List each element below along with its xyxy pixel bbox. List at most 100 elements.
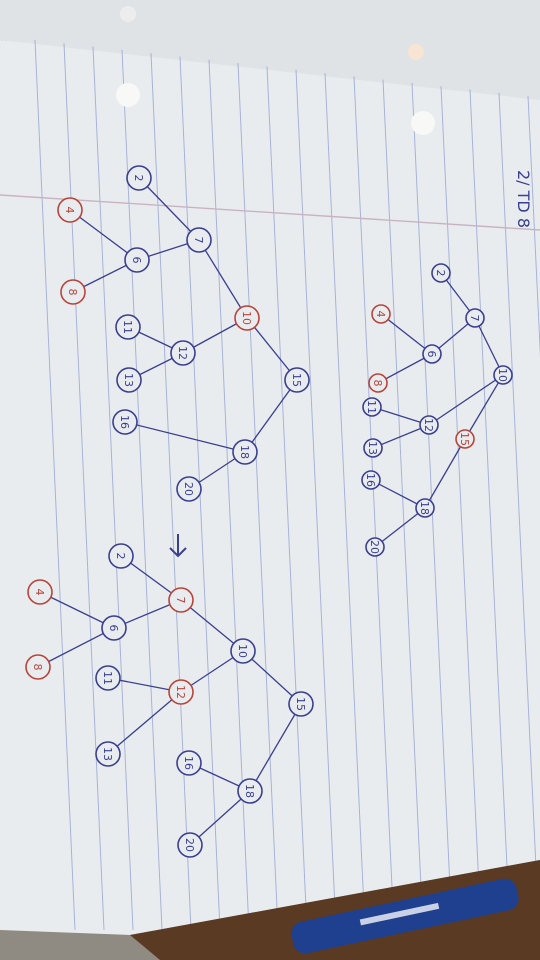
tree-node [115,314,141,340]
tree-node [27,579,53,605]
tree-node [288,691,314,717]
ruled-line [34,39,76,931]
tree-node [371,304,391,324]
ruled-line [150,53,192,931]
tree-node [108,543,134,569]
tree-node-label: 8 [66,289,79,296]
tree-edge [428,374,504,426]
tree-node [25,654,51,680]
tree-node-label: 12 [176,346,189,360]
tree-node-label: 15 [294,697,307,711]
tree-node-label: 4 [374,311,387,318]
tree-node-label: 11 [121,320,134,334]
tree-node-label: 2 [114,553,127,560]
tree-node [368,373,388,393]
tree-edge [124,421,246,453]
tree-node [361,470,381,490]
tree-edge [37,627,115,668]
tree-node [57,197,83,223]
tree-node-label: 10 [240,311,253,325]
tree-edge [180,599,244,652]
tree-node [284,367,310,393]
tree-node [431,263,451,283]
tree-node [116,367,142,393]
pen-clip [359,902,440,926]
binder-hole [120,6,136,22]
tree-edge [424,438,466,509]
binder-hole [411,111,435,135]
tree-node [232,439,258,465]
ruled-line [527,96,540,357]
ruled-line [121,49,163,931]
tree-node [176,750,202,776]
tree-node-label: 6 [425,351,438,358]
tree-edge [372,424,430,449]
tree-node [362,397,382,417]
tree-node [415,498,435,518]
tree-node-label: 6 [107,625,120,632]
tree-node-label: 15 [458,432,471,446]
tree-edge [464,374,504,440]
margin-line [0,194,540,231]
ruled-line [469,89,511,931]
tree-edge [371,406,430,426]
tree-edge [107,691,182,755]
tree-node-label: 20 [182,482,195,496]
tree-edge [189,790,251,846]
tree-node [419,415,439,435]
tree-node-label: 2 [132,175,145,182]
tree-node [124,247,150,273]
tree-edge [198,239,248,319]
ruled-line [63,43,105,931]
tree-node-label: 6 [130,257,143,264]
tree-node [237,778,263,804]
ruled-line [440,86,482,931]
tree-edge [249,703,302,792]
binder-hole [116,83,140,107]
tree-node-label: 8 [371,380,384,387]
tree-node-label: 16 [118,415,131,429]
tree-node [101,615,127,641]
tree-node-label: 12 [422,418,435,432]
tree-edge [39,591,115,629]
desk-edge [130,860,540,960]
tree-node [186,227,212,253]
tree-node-label: 10 [496,368,509,382]
tree-node-label: 2 [434,270,447,277]
tree-node-label: 7 [192,237,205,244]
tree-node [177,832,203,858]
tree-node [168,587,194,613]
tree-node [493,365,513,385]
tree-node [126,165,152,191]
tree-edge [244,379,298,453]
tree-edge [246,317,298,381]
tree-node-label: 8 [31,664,44,671]
tree-top-right: 2 7 4 6 8 10 11 12 13 15 16 18 20 [361,263,513,557]
tree-node [95,665,121,691]
transform-arrow [169,534,187,558]
top-page [0,0,540,110]
tree-node-label: 20 [183,838,196,852]
tree-edge [474,317,504,376]
tree-edge [380,313,433,355]
tree-node-label: 20 [368,540,381,554]
tree-node-label: 7 [468,315,481,322]
ruled-line [92,46,134,931]
tree-node-label: 13 [101,747,114,761]
tree-node-label: 18 [418,501,431,515]
tree-node-label: 7 [174,597,187,604]
ruled-line [237,63,279,931]
ruled-line [382,79,424,931]
tree-node-label: 13 [122,373,135,387]
tree-node-label: 4 [33,589,46,596]
tree-node [112,409,138,435]
tree-node [230,638,256,664]
tree-node-label: 12 [174,685,187,699]
tree-node-label: 11 [365,400,378,414]
tree-node-label: 11 [101,671,114,685]
tree-node [422,344,442,364]
tree-node-label: 13 [366,441,379,455]
tree-node-label: 4 [63,207,76,214]
tree-node [176,476,202,502]
tree-node [234,305,260,331]
